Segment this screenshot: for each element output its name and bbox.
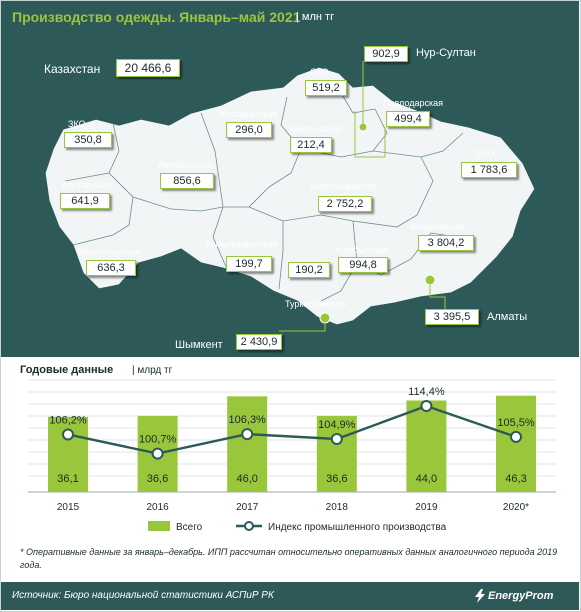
region-label-aktobe: Актюбинская — [158, 160, 213, 170]
bar-value-label: 44,0 — [416, 473, 437, 485]
map-unit-label: | млн тг — [296, 11, 335, 23]
ipp-point — [510, 430, 522, 443]
city-markers — [319, 122, 436, 324]
annual-chart: 36,1 2015 36,6 2016 46,0 2017 36,6 2018 44,0 2019… — [28, 379, 556, 533]
ipp-value-label: 106,2% — [49, 414, 87, 426]
country-shape — [44, 66, 536, 326]
map-panel — [1, 1, 579, 357]
region-label-mangistau: Мангистауская — [78, 247, 141, 257]
region-label-sko: СКО — [310, 67, 329, 77]
bar-value-label: 36,6 — [147, 473, 168, 485]
bar-value-label: 36,1 — [57, 473, 78, 485]
lightning-icon — [475, 589, 485, 603]
legend-label-bars: Всего — [176, 522, 203, 533]
country-value: 20 466,6 — [116, 59, 180, 77]
region-value-karaganda: 2 752,2 — [318, 196, 372, 212]
region-value-kostanay: 296,0 — [226, 122, 272, 138]
ipp-line — [67, 404, 517, 455]
bar-2019 — [406, 400, 447, 492]
x-tick-label: 2016 — [146, 502, 169, 513]
ipp-point — [420, 400, 433, 412]
bar-2020* — [496, 395, 536, 492]
region-value-almaty-region: 3 804,2 — [418, 235, 474, 251]
x-tick-label: 2017 — [236, 502, 259, 513]
ipp-value-label: 104,9% — [318, 419, 356, 431]
bar-value-label: 46,3 — [505, 473, 526, 485]
region-value-akmola: 212,4 — [290, 137, 332, 153]
region-value-kyzylorda: 199,7 — [226, 256, 272, 272]
bar-value-label: 36,6 — [326, 473, 347, 485]
region-label-kyzylorda: Кызылординская — [206, 239, 278, 249]
annual-unit: | млрд тг — [132, 365, 173, 376]
almaty-marker — [424, 274, 436, 286]
annual-title: Годовые данные — [20, 364, 114, 376]
city-value-nur-sultan: 902,9 — [364, 46, 408, 62]
source-text: Источник: Бюро национальной статистики А… — [12, 590, 274, 601]
city-label-nur-sultan: Нур-Султан — [416, 47, 476, 59]
legend-swatch-point — [244, 521, 254, 531]
city-value-almaty: 3 395,5 — [425, 309, 479, 325]
city-label-shymkent: Шымкент — [175, 339, 223, 351]
region-value-zhambyl: 994,8 — [338, 257, 388, 273]
region-value-vko: 1 783,6 — [461, 162, 517, 178]
ipp-value-label: 114,4% — [408, 386, 445, 398]
bar-value-label: 46,0 — [236, 473, 257, 485]
bar-2018 — [316, 415, 357, 492]
brand-logo: EnergyProm — [488, 590, 554, 602]
region-label-almaty-region: Алматинская — [410, 222, 465, 232]
region-value-zko: 350,8 — [64, 132, 112, 148]
region-label-zhambyl: Жамбылская — [334, 245, 389, 255]
region-value-aktobe: 856,6 — [160, 173, 214, 189]
x-tick-label: 2019 — [415, 502, 438, 513]
ipp-value-label: 100,7% — [139, 434, 177, 446]
region-value-sko: 519,2 — [305, 80, 347, 96]
region-value-turkestan: 190,2 — [288, 262, 330, 278]
region-label-pavlodar: Павлодарская — [383, 98, 443, 108]
region-label-turkestan: Туркестанская — [285, 299, 346, 309]
ipp-point — [241, 428, 254, 441]
region-label-karaganda: Карагандинская — [310, 181, 378, 191]
x-tick-label: 2015 — [57, 502, 80, 513]
leader-lines — [279, 61, 446, 332]
x-tick-label: 2020* — [503, 502, 529, 513]
ipp-value-label: 105,5% — [497, 417, 535, 429]
x-tick-label: 2018 — [326, 502, 349, 513]
ipp-point — [330, 432, 343, 445]
region-value-pavlodar: 499,4 — [386, 111, 430, 127]
footnote: * Оперативные данные за январь–декабрь. … — [20, 547, 558, 570]
region-label-atyrau: Атырауская — [62, 180, 112, 190]
city-label-almaty: Алматы — [487, 311, 528, 323]
country-label: Казахстан — [44, 62, 101, 76]
bar-2017 — [227, 396, 268, 492]
region-label-zko: ЗКО — [68, 119, 86, 129]
legend-label-line: Индекс промышленного производства — [268, 522, 447, 533]
region-label-kostanay: Костанайская — [220, 109, 278, 119]
page-title: Производство одежды. Январь–май 2021 — [12, 9, 301, 25]
region-label-vko: ВКО — [476, 149, 495, 159]
region-label-akmola: Акмолинская — [288, 124, 343, 134]
region-value-mangistau: 636,3 — [86, 260, 136, 276]
ipp-point — [151, 447, 164, 460]
region-value-atyrau: 641,9 — [60, 193, 110, 209]
ipp-value-label: 106,3% — [229, 414, 267, 426]
city-value-shymkent: 2 430,9 — [236, 334, 282, 350]
ipp-point — [62, 428, 74, 441]
legend-swatch-bars — [148, 521, 170, 531]
